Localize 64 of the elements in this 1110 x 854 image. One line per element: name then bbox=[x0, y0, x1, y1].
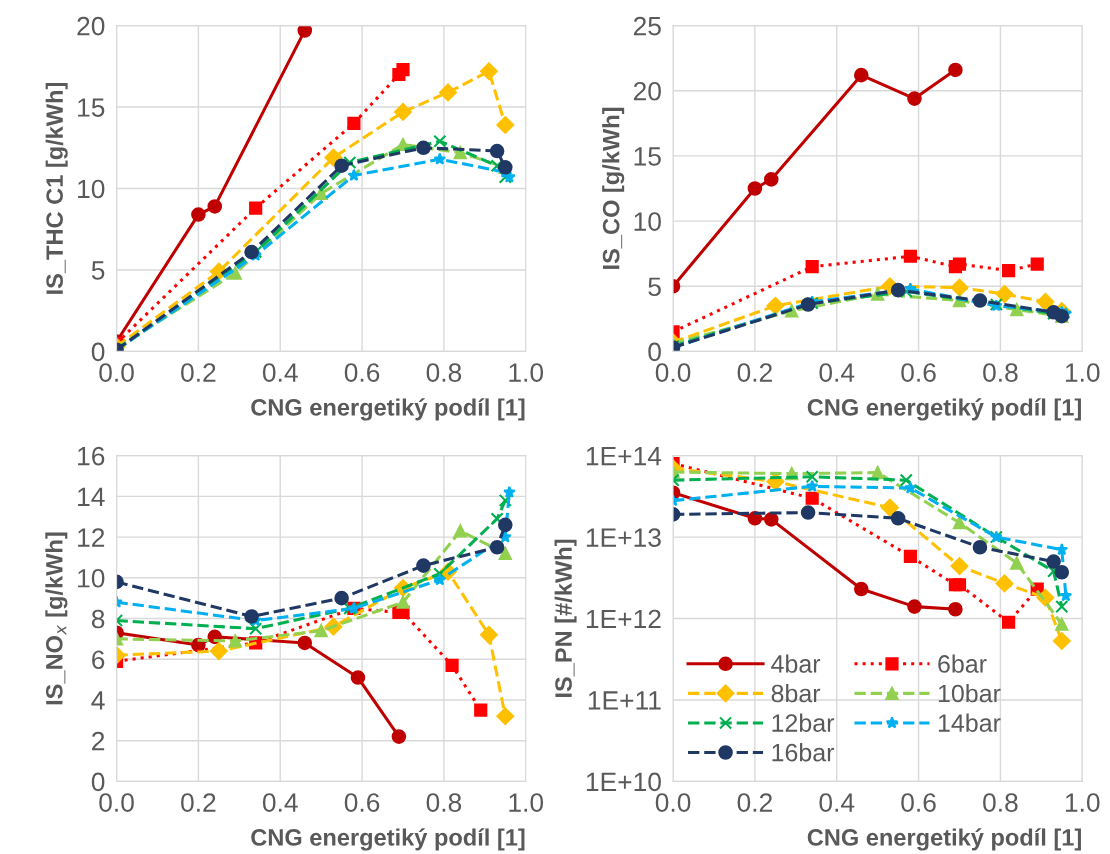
y-axis-title: IS_CO [g/kWh] bbox=[602, 107, 625, 269]
x-tick-label: 1.0 bbox=[1065, 793, 1100, 812]
x-tick-label: 0.4 bbox=[262, 793, 298, 812]
y-tick-label: 5 bbox=[648, 277, 661, 297]
x-tick-label: 0.8 bbox=[983, 793, 1018, 812]
y-axis-title: IS_NO$_{x}$ [g/kWh] bbox=[45, 532, 68, 705]
x-tick-label: 0.2 bbox=[181, 793, 216, 812]
y-tick-label: 0 bbox=[91, 772, 105, 792]
y-tick-label: 10 bbox=[78, 568, 105, 588]
x-tick-label: 1.0 bbox=[509, 363, 544, 382]
x-tick-label: 0.6 bbox=[901, 793, 936, 812]
y-axis-title: IS_THC C1 [g/kWh] bbox=[45, 82, 68, 294]
x-tick-label: 0.6 bbox=[344, 363, 380, 382]
y-tick-label: 1E+14 bbox=[586, 447, 662, 466]
y-tick-label: 14 bbox=[78, 487, 105, 506]
y-tick-label: 12 bbox=[78, 528, 105, 547]
y-tick-label: 20 bbox=[633, 81, 661, 101]
x-axis-title: CNG energetiký podíl [1] bbox=[251, 828, 525, 851]
legend-label: 6bar bbox=[938, 654, 987, 673]
x-tick-label: 0.0 bbox=[655, 363, 691, 382]
y-tick-label: 25 bbox=[633, 16, 661, 36]
x-tick-label: 0.0 bbox=[99, 793, 134, 812]
y-tick-label: 5 bbox=[91, 261, 105, 280]
x-tick-label: 0.6 bbox=[901, 363, 936, 382]
x-axis-title: CNG energetiký podíl [1] bbox=[807, 398, 1081, 421]
y-tick-label: 8 bbox=[91, 609, 105, 629]
y-tick-label: 15 bbox=[78, 98, 105, 117]
x-tick-label: 0.0 bbox=[99, 363, 134, 382]
legend-label: 8bar bbox=[771, 684, 821, 703]
x-tick-label: 0.0 bbox=[655, 793, 691, 812]
y-tick-label: 0 bbox=[648, 342, 661, 362]
x-tick-label: 0.2 bbox=[737, 363, 772, 382]
x-tick-label: 0.6 bbox=[344, 793, 380, 812]
y-tick-label: 10 bbox=[78, 179, 105, 199]
x-tick-label: 0.4 bbox=[819, 363, 855, 382]
y-tick-label: 15 bbox=[634, 147, 661, 166]
legend-label: 10bar bbox=[938, 684, 1001, 703]
x-tick-label: 0.2 bbox=[181, 363, 216, 382]
y-tick-label: 1E+12 bbox=[586, 609, 661, 629]
y-tick-label: 16 bbox=[78, 446, 105, 466]
x-tick-label: 0.8 bbox=[983, 363, 1018, 382]
legend-label: 16bar bbox=[772, 743, 835, 762]
y-tick-label: 10 bbox=[634, 212, 661, 231]
x-tick-label: 0.4 bbox=[262, 363, 298, 382]
legend-label: 4bar bbox=[771, 654, 821, 673]
x-axis-title: CNG energetiký podíl [1] bbox=[807, 828, 1081, 851]
y-tick-label: 0 bbox=[91, 342, 105, 362]
y-axis-title: IS_PN [#/kWh] bbox=[554, 539, 577, 697]
y-tick-label: 1E+11 bbox=[588, 691, 661, 710]
y-tick-label: 6 bbox=[92, 650, 105, 670]
y-tick-label: 1E+13 bbox=[586, 528, 661, 547]
x-tick-label: 0.8 bbox=[426, 793, 462, 812]
x-axis-title: CNG energetiký podíl [1] bbox=[251, 398, 525, 421]
x-tick-label: 0.8 bbox=[426, 363, 462, 382]
x-tick-label: 1.0 bbox=[1065, 363, 1100, 382]
x-tick-label: 0.2 bbox=[737, 793, 772, 812]
x-tick-label: 0.4 bbox=[819, 793, 855, 812]
x-tick-label: 1.0 bbox=[509, 793, 544, 812]
legend-label: 14bar bbox=[938, 713, 1001, 732]
legend-label: 12bar bbox=[772, 713, 835, 732]
y-tick-label: 1E+10 bbox=[586, 772, 661, 792]
y-tick-label: 2 bbox=[92, 731, 105, 751]
y-tick-label: 4 bbox=[91, 691, 105, 710]
y-tick-label: 20 bbox=[77, 16, 105, 36]
